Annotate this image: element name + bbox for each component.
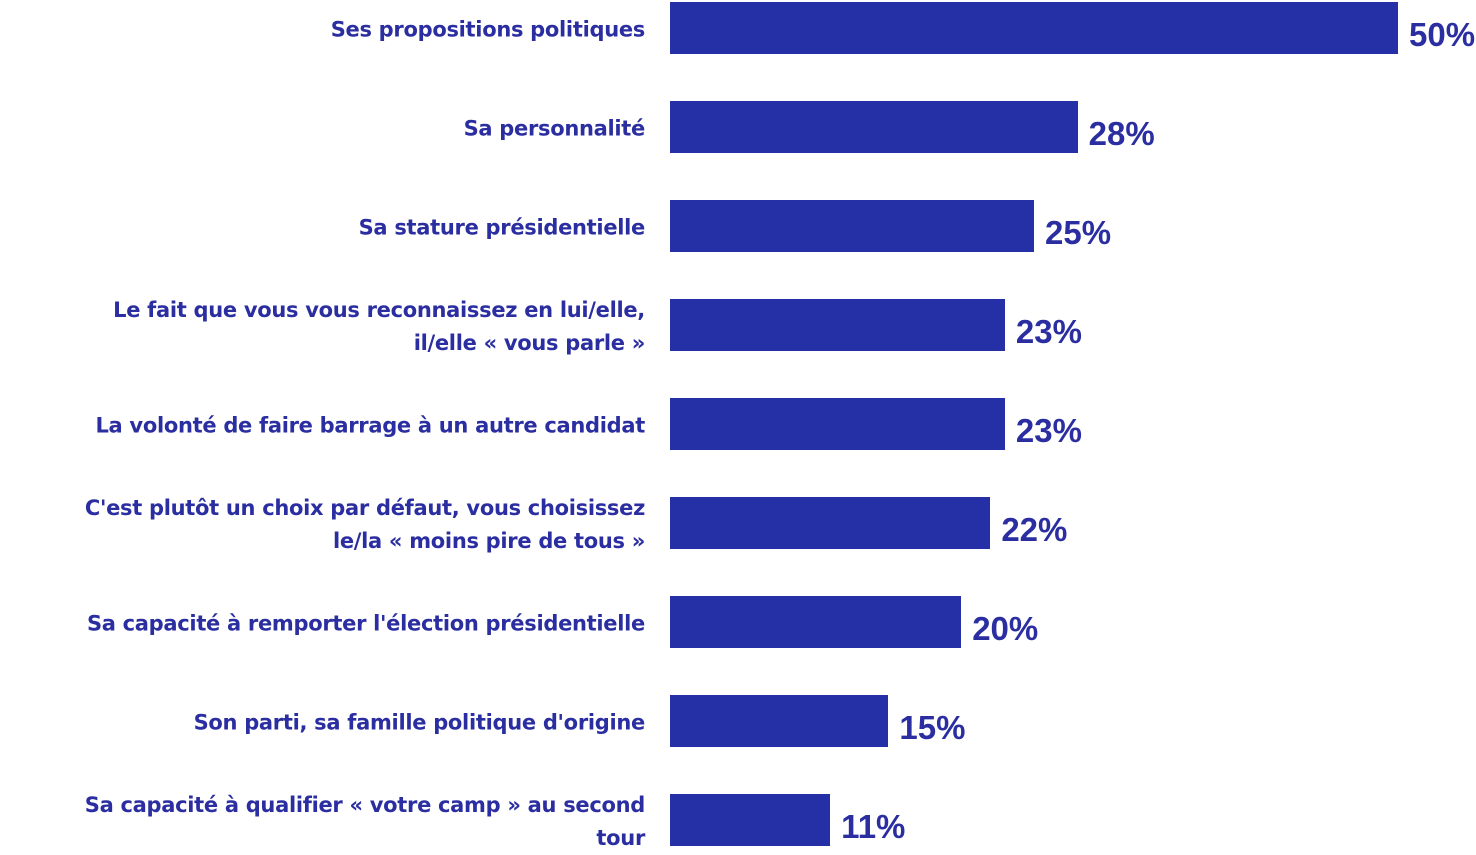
- category-label: Le fait que vous vous reconnaissez en lu…: [113, 298, 645, 355]
- value-label: 50%: [1409, 16, 1476, 53]
- category-label: Son parti, sa famille politique d'origin…: [193, 710, 646, 735]
- value-label: 22%: [1001, 511, 1068, 548]
- bar: [670, 794, 831, 846]
- bar: [670, 695, 889, 747]
- value-label: 15%: [899, 709, 966, 746]
- value-label: 25%: [1045, 214, 1112, 251]
- value-label: 20%: [972, 610, 1039, 647]
- category-label: Sa capacité à remporter l'élection prési…: [86, 611, 645, 636]
- value-label: 11%: [841, 808, 906, 845]
- bar: [670, 398, 1005, 450]
- bar: [670, 101, 1078, 153]
- value-label: 28%: [1088, 115, 1155, 152]
- category-label: Sa capacité à qualifier « votre camp » a…: [84, 793, 646, 850]
- bar: [670, 596, 962, 648]
- bar: [670, 299, 1005, 351]
- value-label: 23%: [1015, 313, 1082, 350]
- category-label: Sa stature présidentielle: [358, 215, 646, 240]
- category-label: La volonté de faire barrage à un autre c…: [95, 413, 645, 438]
- value-label: 23%: [1015, 412, 1082, 449]
- bar: [670, 2, 1398, 54]
- category-label: Ses propositions politiques: [330, 17, 646, 42]
- bar: [670, 497, 991, 549]
- category-label: Sa personnalité: [463, 116, 646, 141]
- category-label: C'est plutôt un choix par défaut, vous c…: [84, 496, 645, 553]
- bar: [670, 200, 1034, 252]
